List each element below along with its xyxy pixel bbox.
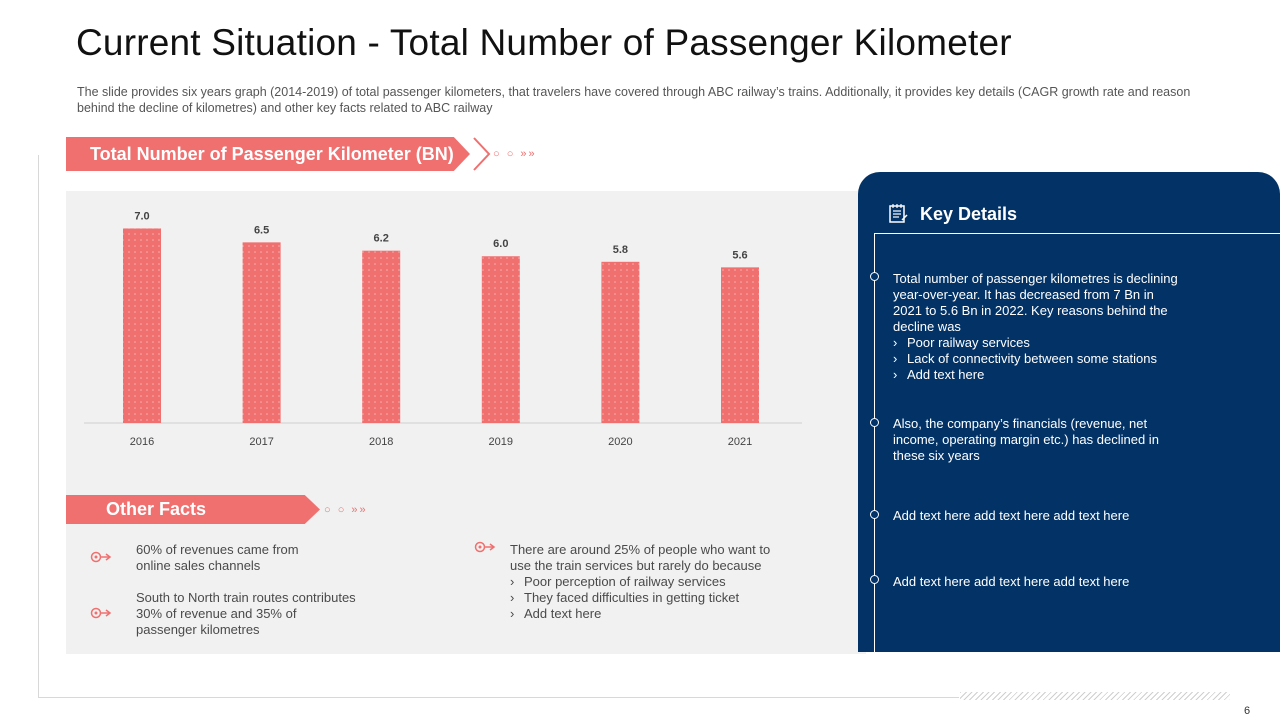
x-tick-2016: 2016 (130, 436, 154, 448)
footer-hatch (960, 692, 1230, 700)
data-label-2019: 6.0 (493, 238, 508, 250)
x-tick-2021: 2021 (728, 436, 752, 448)
target-arrow-icon (90, 551, 112, 563)
list-item: Add text here (893, 367, 1183, 383)
bar-chart: 7.0 2016 6.5 2017 6.2 2018 6.0 2019 5.8 2020 5.6 20… (84, 210, 802, 448)
key-details-timeline (874, 233, 1280, 653)
content-frame (38, 155, 959, 698)
timeline-dot (870, 510, 879, 519)
chart-heading: Total Number of Passenger Kilometer (BN) (90, 144, 454, 164)
bar-2017 (242, 242, 281, 423)
key-detail-1-text: Total number of passenger kilometres is … (893, 271, 1178, 334)
key-detail-4: Add text here add text here add text her… (893, 574, 1130, 589)
chart-heading-ribbon: Total Number of Passenger Kilometer (BN) (66, 137, 470, 171)
list-item: Poor perception of railway services (510, 574, 785, 590)
data-label-2016: 7.0 (134, 210, 149, 222)
other-facts-ribbon: Other Facts (66, 495, 320, 524)
key-details-title: Key Details (920, 204, 1018, 224)
fact-train-usage: There are around 25% of people who want … (510, 542, 785, 622)
list-item: Poor railway services (893, 335, 1183, 351)
bar-2016 (123, 228, 161, 423)
bar-2018 (362, 250, 401, 423)
decorative-dots-icon: ○ ○ »» (324, 504, 368, 516)
slide-subtitle: The slide provides six years graph (2014… (77, 85, 1191, 115)
key-detail-1-bullets: Poor railway services Lack of connectivi… (893, 335, 1183, 383)
decorative-dots-icon: ○ ○ »» (493, 148, 537, 160)
data-label-2021: 5.6 (732, 249, 747, 261)
fact-train-usage-bullets: Poor perception of railway services They… (510, 574, 785, 622)
key-detail-1: Total number of passenger kilometres is … (893, 271, 1183, 383)
bar-2020 (601, 261, 640, 423)
timeline-dot (870, 418, 879, 427)
fact-online-sales: 60% of revenues came from online sales c… (136, 542, 299, 573)
timeline-dot (870, 272, 879, 281)
key-detail-3: Add text here add text here add text her… (893, 508, 1130, 523)
x-tick-2017: 2017 (249, 436, 273, 448)
x-tick-2020: 2020 (608, 436, 632, 448)
target-arrow-icon (474, 541, 496, 553)
list-item: Lack of connectivity between some statio… (893, 351, 1183, 367)
key-detail-2: Also, the company’s financials (revenue,… (893, 416, 1159, 463)
x-tick-2019: 2019 (489, 436, 513, 448)
ribbon-chevron-icon (473, 137, 491, 171)
list-item: Add text here (510, 606, 785, 622)
notepad-icon (889, 204, 908, 223)
data-label-2020: 5.8 (613, 244, 628, 256)
x-tick-2018: 2018 (369, 436, 393, 448)
other-facts-heading: Other Facts (106, 499, 207, 519)
bar-2021 (721, 267, 759, 423)
list-item: They faced difficulties in getting ticke… (510, 590, 785, 606)
slide-title: Current Situation - Total Number of Pass… (76, 22, 1012, 63)
data-label-2018: 6.2 (374, 233, 389, 245)
bar-2019 (481, 256, 520, 423)
fact-train-usage-text: There are around 25% of people who want … (510, 542, 771, 573)
page-number: 6 (1244, 705, 1251, 717)
data-label-2017: 6.5 (254, 224, 269, 236)
target-arrow-icon (90, 607, 112, 619)
key-details-panel (858, 172, 1280, 652)
fact-south-north: South to North train routes contributes … (136, 590, 356, 637)
timeline-dot (870, 575, 879, 584)
